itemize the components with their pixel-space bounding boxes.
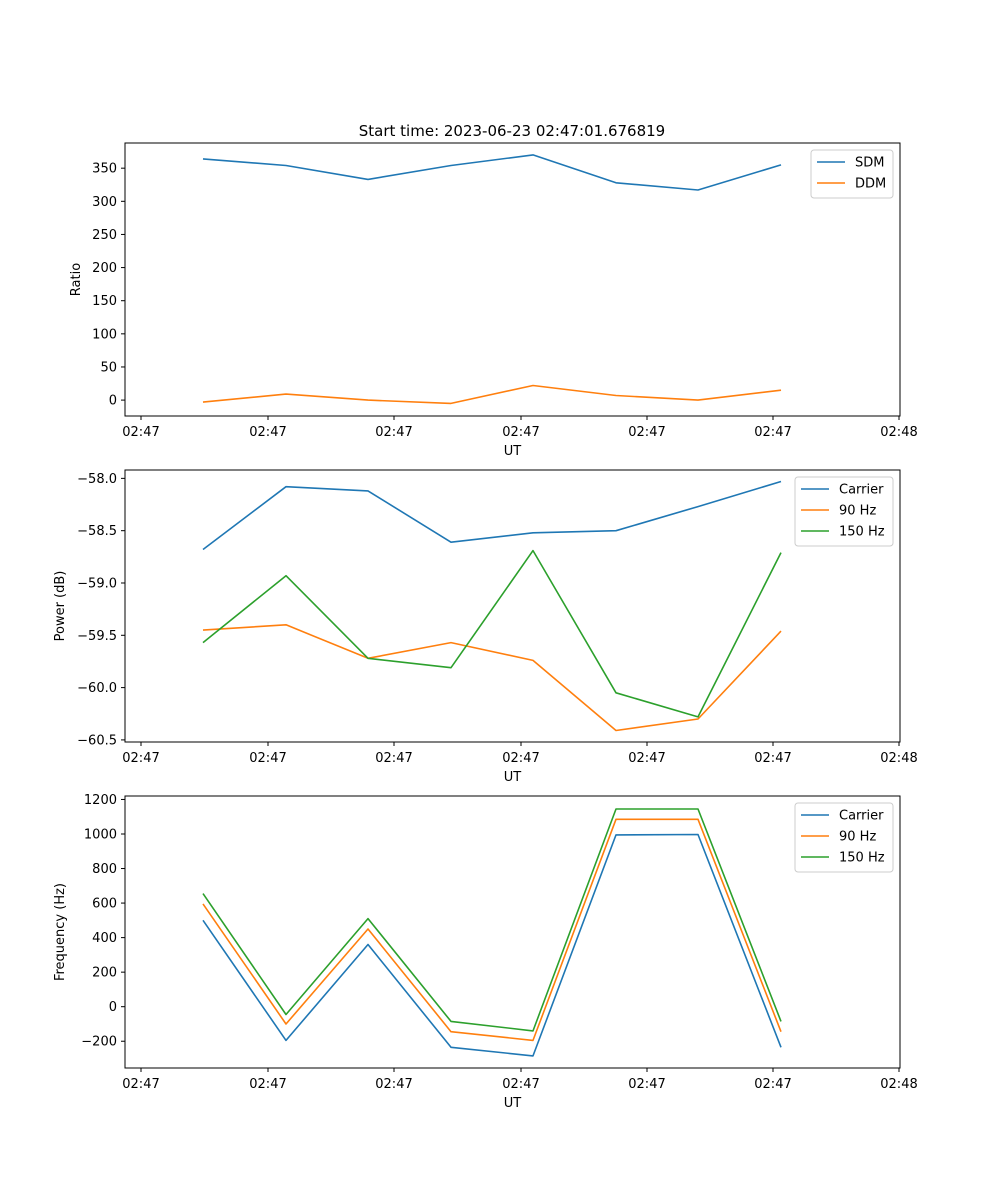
legend-label: Carrier: [839, 483, 884, 498]
x-axis-label: UT: [504, 1096, 522, 1111]
y-tick-label: 150: [92, 294, 117, 309]
y-tick-label: −59.5: [77, 629, 117, 644]
x-tick-label: 02:47: [375, 425, 412, 440]
panel-2: −60.5 −60.0 −59.5 −59.0 −58.5 −58.0 02:47 02:47…: [53, 469, 918, 785]
y-tick-label: 1000: [84, 827, 117, 842]
y-tick-label: 0: [109, 1000, 117, 1015]
legend-label: SDM: [855, 156, 884, 171]
y-tick-label: 50: [100, 360, 117, 375]
legend: Carrier 90 Hz 150 Hz: [794, 476, 894, 547]
y-tick-label: 300: [92, 195, 117, 210]
x-tick-label: 02:48: [880, 751, 917, 766]
y-tick-label: −60.0: [77, 681, 117, 696]
panel-3: −200 0 200 400 600 800 1000 1200 02:47 02:47 02:47…: [53, 793, 918, 1111]
legend-box: [794, 476, 894, 547]
legend-box: [794, 802, 894, 873]
series-line-sdm: [202, 154, 782, 191]
y-tick-label: 200: [92, 261, 117, 276]
x-axis-label: UT: [504, 444, 522, 459]
y-tick-label: 400: [92, 931, 117, 946]
plot-frame: [124, 795, 901, 1069]
x-tick-label: 02:47: [122, 425, 159, 440]
series-line-ddm: [202, 384, 782, 405]
x-tick-label: 02:47: [502, 1077, 539, 1092]
x-tick-label: 02:47: [249, 425, 286, 440]
y-tick-label: −58.0: [77, 472, 117, 487]
y-tick-label: 350: [92, 162, 117, 177]
y-tick-label: −59.0: [77, 576, 117, 591]
series-line-carrier: [202, 833, 782, 1057]
legend: SDM DDM: [810, 149, 894, 199]
x-tick-label: 02:47: [502, 425, 539, 440]
series-line-90-hz: [202, 623, 782, 732]
x-tick-label: 02:47: [249, 1077, 286, 1092]
y-tick-label: 1200: [84, 793, 117, 808]
panels: 0 50 100 150 200 250 300 350 02:47 02:47 02:47 02:4…: [53, 142, 918, 1111]
y-tick-label: 800: [92, 862, 117, 877]
chart-title: Start time: 2023-06-23 02:47:01.676819: [359, 122, 665, 140]
y-tick-label: −60.5: [77, 733, 117, 748]
legend-label: 90 Hz: [839, 830, 876, 845]
y-tick-label: −58.5: [77, 524, 117, 539]
y-axis-label: Frequency (Hz): [53, 883, 68, 981]
y-tick-label: 200: [92, 966, 117, 981]
x-tick-label: 02:47: [375, 751, 412, 766]
legend-label: 150 Hz: [839, 851, 885, 866]
legend-label: Carrier: [839, 809, 884, 824]
x-tick-label: 02:47: [754, 1077, 791, 1092]
x-tick-label: 02:47: [502, 751, 539, 766]
x-tick-label: 02:48: [880, 1077, 917, 1092]
x-tick-label: 02:48: [880, 425, 917, 440]
x-tick-label: 02:47: [754, 425, 791, 440]
y-tick-label: 250: [92, 228, 117, 243]
x-tick-label: 02:47: [122, 1077, 159, 1092]
panel-1: 0 50 100 150 200 250 300 350 02:47 02:47 02:47 02:4…: [69, 142, 918, 459]
legend-label: 150 Hz: [839, 525, 885, 540]
x-tick-label: 02:47: [754, 751, 791, 766]
x-tick-label: 02:47: [628, 1077, 665, 1092]
x-axis-label: UT: [504, 770, 522, 785]
series-line-150-hz: [202, 808, 782, 1032]
plot-frame: [124, 142, 901, 417]
y-tick-label: 100: [92, 327, 117, 342]
x-tick-label: 02:47: [628, 425, 665, 440]
y-tick-label: −200: [81, 1035, 117, 1050]
legend: Carrier 90 Hz 150 Hz: [794, 802, 894, 873]
plot-frame: [124, 469, 901, 743]
series-line-90-hz: [202, 818, 782, 1042]
x-tick-label: 02:47: [249, 751, 286, 766]
x-tick-label: 02:47: [122, 751, 159, 766]
x-tick-label: 02:47: [628, 751, 665, 766]
series-line-carrier: [202, 480, 782, 551]
y-tick-label: 0: [109, 394, 117, 409]
legend-label: DDM: [855, 177, 886, 192]
series-line-150-hz: [202, 549, 782, 718]
y-axis-label: Power (dB): [53, 571, 68, 642]
y-axis-label: Ratio: [69, 263, 84, 296]
y-tick-label: 600: [92, 897, 117, 912]
x-tick-label: 02:47: [375, 1077, 412, 1092]
legend-label: 90 Hz: [839, 504, 876, 519]
